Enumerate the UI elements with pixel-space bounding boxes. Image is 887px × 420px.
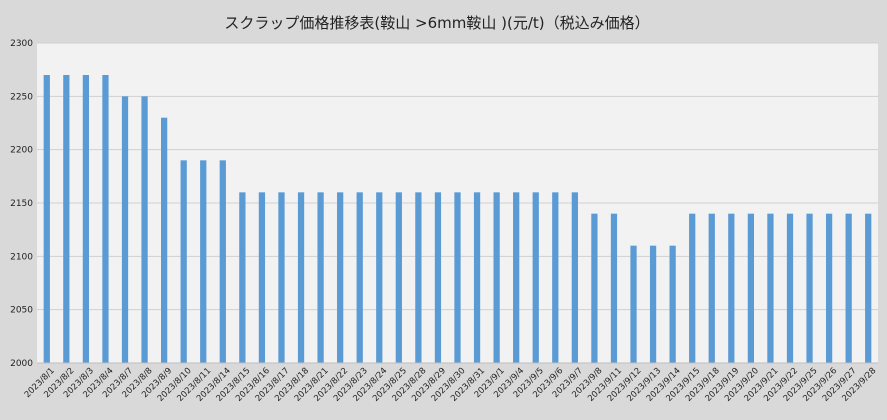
bar <box>493 192 500 363</box>
bar <box>239 192 246 363</box>
bar <box>160 117 168 364</box>
bar <box>630 245 637 363</box>
bar <box>513 192 520 363</box>
chart-title: スクラップ価格推移表(鞍山 >6mm鞍山 )(元/t)（税込み価格） <box>224 14 649 32</box>
x-axis-labels: 2023/8/12023/8/22023/8/32023/8/42023/8/7… <box>23 366 879 404</box>
y-tick-label: 2250 <box>10 92 33 102</box>
bar <box>689 213 696 363</box>
bar <box>865 213 872 363</box>
bar <box>845 213 852 363</box>
y-tick-label: 2000 <box>10 359 33 369</box>
bar <box>337 192 344 363</box>
bar <box>102 75 109 363</box>
bar <box>669 245 676 363</box>
bar <box>591 213 598 363</box>
bar <box>376 192 383 363</box>
bar <box>649 245 657 363</box>
bar <box>258 192 266 363</box>
bar <box>317 192 324 363</box>
y-tick-label: 2100 <box>10 252 33 262</box>
y-axis-ticks: 2000 2050 2100 2150 2200 2250 2300 <box>10 39 33 369</box>
bar <box>708 213 715 363</box>
bar <box>434 192 442 363</box>
bar <box>297 192 305 363</box>
bar <box>825 213 833 363</box>
bar <box>278 192 285 363</box>
bar <box>395 192 402 363</box>
bar <box>610 213 618 363</box>
bar <box>200 160 207 363</box>
bar <box>356 192 363 363</box>
bar <box>806 213 813 363</box>
bar <box>532 192 539 363</box>
bar <box>747 213 755 363</box>
y-tick-label: 2050 <box>10 306 33 316</box>
bar <box>43 75 50 363</box>
y-tick-label: 2200 <box>10 146 33 156</box>
bar <box>82 75 90 363</box>
bar <box>571 192 578 363</box>
y-tick-label: 2300 <box>10 39 33 49</box>
bar <box>63 75 70 363</box>
bar <box>473 192 481 363</box>
bar <box>786 213 794 363</box>
y-tick-label: 2150 <box>10 199 33 209</box>
bar <box>454 192 461 363</box>
bars <box>43 75 872 364</box>
bar <box>728 213 735 363</box>
bar <box>219 160 226 363</box>
bar <box>552 192 559 363</box>
bar <box>767 213 774 363</box>
bar <box>180 160 187 363</box>
bar <box>141 96 148 363</box>
bar <box>415 192 422 363</box>
bar <box>121 96 129 363</box>
